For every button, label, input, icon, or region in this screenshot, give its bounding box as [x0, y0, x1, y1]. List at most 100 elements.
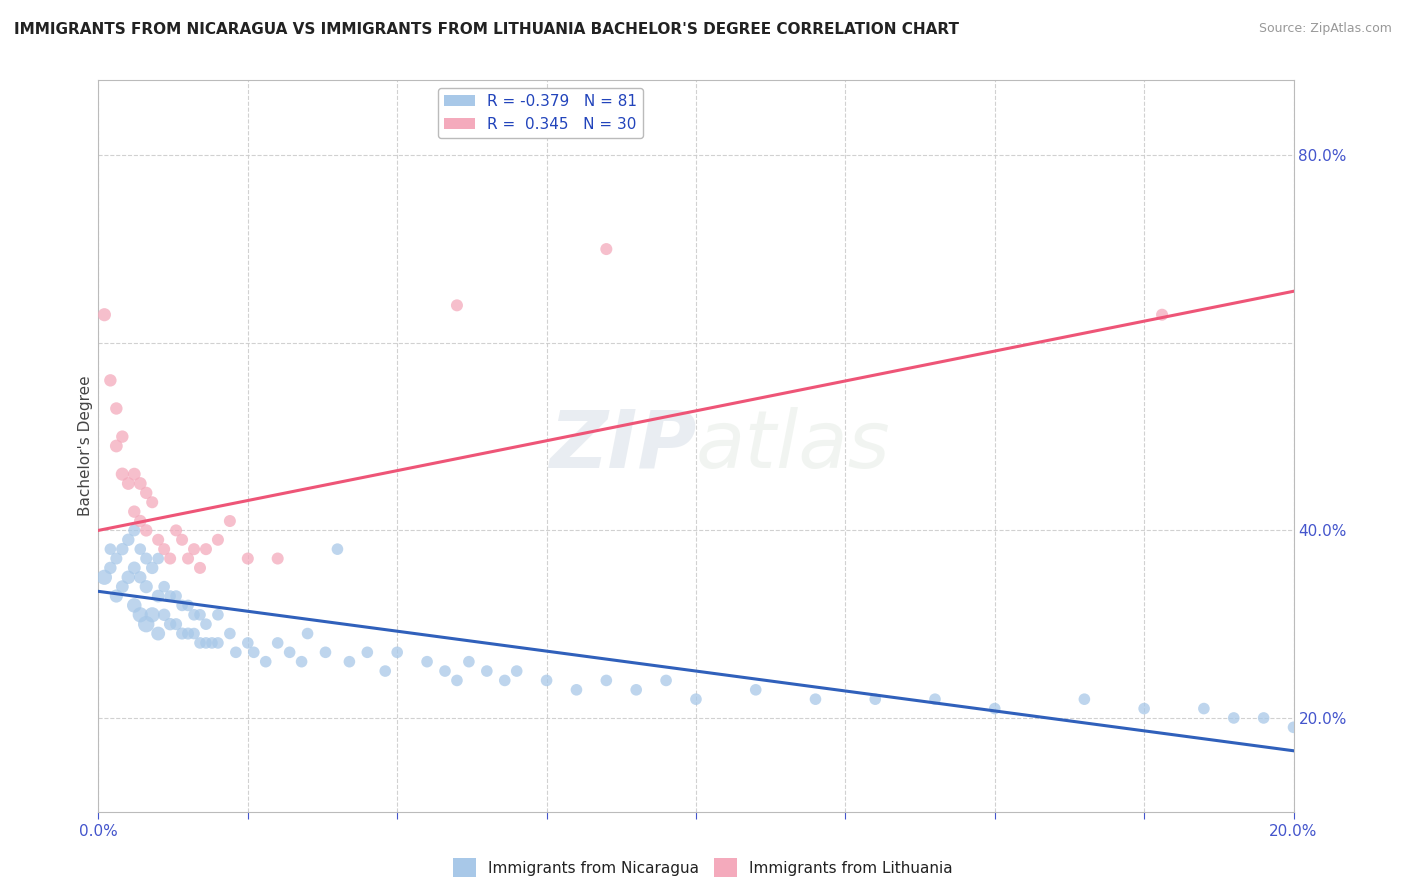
Point [148, 551, 170, 566]
Point [98, 561, 122, 575]
Point [159, 617, 181, 632]
Y-axis label: Bachelor's Degree: Bachelor's Degree [77, 376, 93, 516]
Point [124, 524, 146, 538]
Point [129, 542, 152, 557]
Point [105, 401, 128, 416]
Point [195, 542, 218, 557]
Point [177, 626, 200, 640]
Point [117, 570, 139, 584]
Point [254, 655, 277, 669]
Point [111, 467, 134, 482]
Point [434, 664, 457, 678]
Point [201, 636, 224, 650]
Point [117, 533, 139, 547]
Point [243, 645, 266, 659]
Point [141, 607, 163, 622]
Point [416, 655, 439, 669]
Point [1282, 720, 1305, 734]
Point [124, 467, 146, 482]
Point [148, 589, 170, 603]
Point [1073, 692, 1095, 706]
Point [135, 551, 157, 566]
Point [111, 429, 134, 443]
Point [165, 617, 187, 632]
Point [1152, 308, 1174, 322]
Point [124, 599, 146, 613]
Point [1223, 711, 1246, 725]
Point [494, 673, 516, 688]
Point [129, 514, 152, 528]
Point [219, 514, 242, 528]
Point [595, 242, 617, 256]
Point [385, 645, 409, 659]
Point [129, 607, 152, 622]
Point [475, 664, 498, 678]
Point [655, 673, 678, 688]
Point [135, 486, 157, 500]
Legend: Immigrants from Nicaragua, Immigrants from Lithuania: Immigrants from Nicaragua, Immigrants fr… [447, 852, 959, 883]
Point [188, 636, 211, 650]
Point [159, 551, 181, 566]
Point [267, 551, 290, 566]
Point [148, 626, 170, 640]
Point [297, 626, 319, 640]
Point [446, 298, 468, 312]
Point [165, 589, 187, 603]
Point [159, 589, 181, 603]
Point [98, 373, 122, 387]
Point [135, 580, 157, 594]
Point [225, 645, 247, 659]
Point [105, 589, 128, 603]
Point [177, 599, 200, 613]
Point [356, 645, 378, 659]
Point [93, 308, 115, 322]
Point [804, 692, 827, 706]
Point [565, 682, 588, 697]
Point [1253, 711, 1275, 725]
Point [111, 542, 134, 557]
Point [446, 673, 468, 688]
Point [267, 636, 290, 650]
Point [745, 682, 768, 697]
Point [141, 495, 163, 509]
Legend: R = -0.379   N = 81, R =  0.345   N = 30: R = -0.379 N = 81, R = 0.345 N = 30 [439, 88, 643, 137]
Point [153, 607, 176, 622]
Point [183, 607, 205, 622]
Point [153, 580, 176, 594]
Point [93, 570, 115, 584]
Point [685, 692, 707, 706]
Point [865, 692, 887, 706]
Point [291, 655, 314, 669]
Point [315, 645, 337, 659]
Point [236, 551, 259, 566]
Point [177, 551, 200, 566]
Point [172, 626, 194, 640]
Point [195, 636, 218, 650]
Point [105, 439, 128, 453]
Point [458, 655, 481, 669]
Text: Source: ZipAtlas.com: Source: ZipAtlas.com [1258, 22, 1392, 36]
Point [129, 570, 152, 584]
Point [207, 533, 229, 547]
Point [984, 701, 1007, 715]
Point [326, 542, 349, 557]
Point [124, 505, 146, 519]
Point [278, 645, 301, 659]
Point [183, 626, 205, 640]
Point [626, 682, 648, 697]
Point [188, 607, 211, 622]
Point [1192, 701, 1215, 715]
Point [183, 542, 205, 557]
Text: atlas: atlas [696, 407, 891, 485]
Point [374, 664, 396, 678]
Point [135, 524, 157, 538]
Text: ZIP: ZIP [548, 407, 696, 485]
Point [105, 551, 128, 566]
Point [536, 673, 558, 688]
Point [165, 524, 187, 538]
Point [506, 664, 529, 678]
Point [111, 580, 134, 594]
Point [172, 533, 194, 547]
Point [124, 561, 146, 575]
Point [135, 617, 157, 632]
